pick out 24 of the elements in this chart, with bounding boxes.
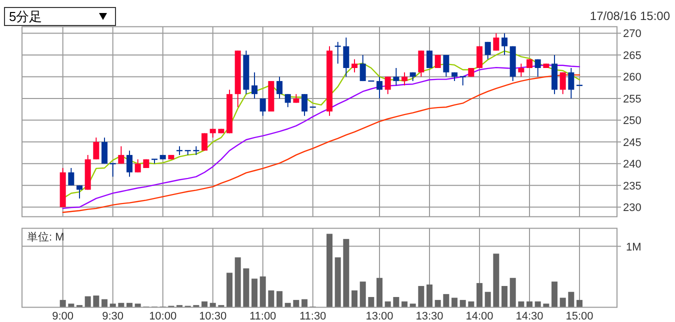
y-tick-label: 265	[623, 50, 642, 62]
text: 17/08/16 15:00	[590, 9, 670, 23]
x-tick-label: 15:00	[566, 310, 594, 322]
y-tick-label: 230	[623, 202, 642, 214]
x-tick-label: 10:30	[199, 310, 227, 322]
x-tick-label: 13:00	[366, 310, 394, 322]
x-tick-label: 10:00	[149, 310, 177, 322]
y-tick-label: 235	[623, 180, 642, 192]
y-tick-label: 255	[623, 93, 642, 106]
y-tick-label: 250	[623, 115, 642, 128]
x-tick-label: 11:30	[299, 310, 326, 322]
x-tick-label: 9:30	[102, 310, 124, 322]
y-tick-label: 270	[623, 28, 642, 40]
x-tick-label: 9:00	[52, 310, 74, 322]
y-tick-label: 240	[623, 158, 642, 171]
y-tick-label: 245	[623, 136, 642, 149]
annotation: 単位: M	[27, 231, 64, 244]
chart-title: 5分足	[9, 9, 42, 24]
x-tick-label: 13:30	[416, 310, 444, 322]
x-tick-label: 14:30	[516, 310, 544, 322]
x-tick-label: 11:00	[249, 310, 276, 322]
y-tick-label: 260	[623, 72, 642, 84]
x-tick-label: 14:00	[466, 310, 494, 322]
ref-line-label: 1M	[626, 241, 642, 254]
